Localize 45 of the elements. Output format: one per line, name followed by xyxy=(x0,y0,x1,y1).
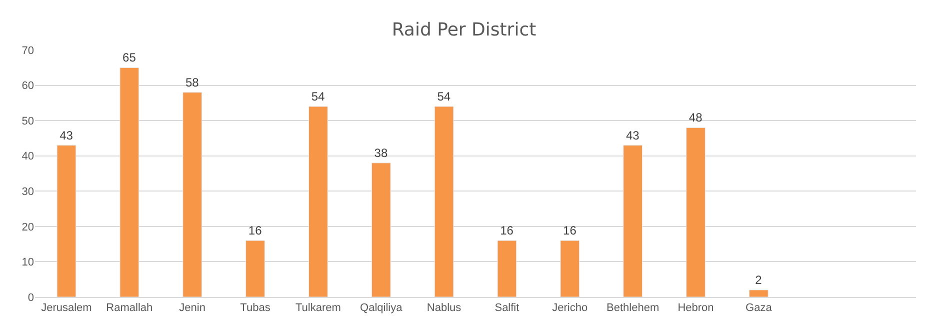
data-label: 65 xyxy=(122,50,136,65)
bar xyxy=(748,290,768,297)
bar xyxy=(246,240,265,297)
data-label: 54 xyxy=(311,89,326,104)
data-label: 58 xyxy=(185,75,200,90)
bar xyxy=(560,240,580,297)
data-label: 16 xyxy=(248,224,262,238)
x-tick-label: Jericho xyxy=(552,302,588,314)
y-tick-label: 70 xyxy=(22,44,34,57)
x-tick-label: Ramallah xyxy=(106,302,153,314)
data-label: 2 xyxy=(755,272,762,287)
chart-title: Raid Per District xyxy=(392,19,536,40)
x-tick-label: Bethlehem xyxy=(606,302,660,314)
y-tick-label: 10 xyxy=(22,256,34,269)
y-tick-label: 50 xyxy=(22,115,34,128)
y-tick-label: 0 xyxy=(28,292,34,304)
x-tick-label: Jerusalem xyxy=(41,302,92,314)
y-tick-label: 60 xyxy=(22,80,34,92)
x-tick-label: Jenin xyxy=(179,302,206,314)
bar xyxy=(371,162,391,297)
x-tick-label: Gaza xyxy=(746,302,773,314)
y-tick-label: 40 xyxy=(22,150,34,163)
bar xyxy=(497,240,517,297)
y-tick-label: 20 xyxy=(22,221,34,234)
bar xyxy=(308,106,328,297)
data-label: 43 xyxy=(626,128,640,142)
bar xyxy=(434,106,454,297)
x-tick-label: Tubas xyxy=(240,302,271,314)
bar xyxy=(623,145,643,297)
y-tick-label: 30 xyxy=(22,186,34,198)
data-label: 54 xyxy=(437,89,451,104)
data-label: 16 xyxy=(563,224,577,238)
x-tick-label: Nablus xyxy=(426,302,462,314)
data-label: 48 xyxy=(688,110,703,125)
x-tick-label: Salfit xyxy=(494,302,520,314)
x-tick-label: Tulkarem xyxy=(295,302,341,314)
bar xyxy=(182,92,202,297)
bar xyxy=(120,67,140,297)
data-label: 38 xyxy=(374,146,388,160)
x-tick-label: Qalqiliya xyxy=(360,302,404,314)
data-label: 16 xyxy=(500,224,514,238)
bar xyxy=(686,127,706,297)
x-tick-label: Hebron xyxy=(678,302,714,314)
bar xyxy=(56,145,76,297)
data-label: 43 xyxy=(60,128,74,142)
